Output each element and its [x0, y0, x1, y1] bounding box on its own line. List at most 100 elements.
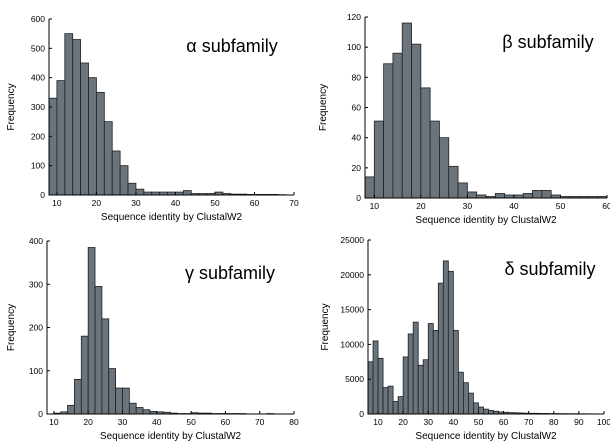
histogram-bar	[429, 120, 440, 199]
histogram-bar	[48, 97, 58, 196]
y-tick-label: 100	[31, 161, 45, 171]
histogram-bar	[80, 335, 89, 415]
x-tick-label: 40	[449, 417, 459, 427]
x-tick-label: 30	[463, 201, 473, 211]
histogram-bar	[392, 52, 403, 199]
x-tick-label: 60	[499, 417, 509, 427]
y-tick-label: 200	[29, 323, 43, 333]
histogram-bar	[439, 137, 450, 199]
histogram-bar	[478, 406, 484, 415]
x-tick-label: 30	[118, 417, 128, 427]
histogram-bar	[457, 182, 468, 199]
x-tick-label: 20	[83, 417, 93, 427]
x-tick-label: 40	[152, 417, 162, 427]
histogram-bar	[364, 176, 375, 199]
histogram-bar	[372, 340, 379, 415]
histogram-bar	[401, 22, 412, 199]
x-tick-label: 90	[574, 417, 584, 427]
y-axis-label: Frequency	[6, 83, 17, 130]
histogram-bar	[80, 62, 89, 196]
x-tick-label: 70	[255, 417, 265, 427]
histogram-bar	[101, 318, 110, 415]
histogram-bar	[128, 402, 137, 415]
histogram-bar	[473, 402, 479, 415]
x-tick-label: 100	[597, 417, 610, 427]
x-axis-label: Sequence identity by ClustalW2	[101, 212, 243, 223]
y-tick-label: 20	[352, 163, 362, 173]
histogram-bar	[87, 247, 96, 415]
histogram-bar	[387, 385, 394, 415]
y-tick-label: 400	[29, 236, 43, 246]
y-tick-label: 600	[31, 14, 45, 24]
histogram-bar	[447, 270, 454, 415]
histogram-bar	[466, 191, 478, 199]
y-tick-label: 0	[356, 193, 361, 203]
y-axis-label: Frequency	[320, 303, 331, 350]
histogram-bar	[407, 333, 414, 415]
x-tick-label: 10	[370, 201, 380, 211]
histogram-panel-1: 10 20 30 40 50 60 70 0 100 200 300 400 500 600 Sequenc…	[6, 14, 299, 223]
histogram-bar	[448, 165, 459, 199]
x-tick-label: 20	[416, 201, 426, 211]
histogram-bar	[532, 190, 543, 199]
y-tick-label: 120	[347, 12, 361, 22]
y-tick-label: 300	[31, 102, 45, 112]
histogram-bar	[417, 364, 424, 415]
x-axis-label: Sequence identity by ClustalW2	[100, 431, 242, 441]
histogram-bar	[422, 359, 429, 415]
histogram-bar	[74, 378, 82, 415]
histogram-bar	[402, 356, 409, 415]
histogram-bar	[442, 260, 449, 415]
histogram-bar	[411, 43, 422, 199]
histogram-bar	[522, 193, 533, 199]
histogram-bar	[135, 188, 145, 196]
histogram-bar	[108, 368, 117, 415]
x-tick-label: 30	[131, 198, 141, 208]
histogram-bar	[468, 392, 474, 415]
histogram-bar	[494, 193, 506, 199]
panel-title: β subfamily	[502, 32, 593, 52]
histogram-bar	[373, 120, 385, 199]
y-axis-label: Frequency	[6, 304, 17, 351]
histogram-bar	[452, 330, 459, 415]
y-tick-label: 60	[352, 103, 362, 113]
histogram-bar	[427, 323, 434, 415]
y-tick-label: 10000	[340, 339, 364, 349]
x-axis-label: Sequence identity by ClustalW2	[415, 431, 557, 441]
x-tick-label: 80	[289, 417, 299, 427]
histogram-bar	[72, 39, 82, 196]
histogram-bar	[383, 63, 394, 199]
histogram-bar	[88, 77, 97, 196]
histogram-bar	[397, 396, 404, 415]
histogram-bar	[420, 87, 431, 199]
histogram-bar	[64, 33, 74, 196]
histogram-bar	[142, 409, 151, 415]
y-tick-label: 80	[352, 72, 362, 82]
y-tick-label: 40	[352, 133, 362, 143]
x-tick-label: 80	[549, 417, 559, 427]
y-tick-label: 15000	[340, 305, 364, 315]
y-tick-label: 0	[38, 409, 43, 419]
histogram-bar	[127, 182, 137, 196]
y-tick-label: 500	[31, 43, 45, 53]
x-tick-label: 40	[509, 201, 519, 211]
y-tick-label: 20000	[340, 270, 364, 280]
panel-title: α subfamily	[186, 36, 277, 56]
x-tick-label: 60	[250, 198, 260, 208]
x-tick-label: 50	[210, 198, 220, 208]
x-tick-label: 60	[221, 417, 231, 427]
x-tick-label: 60	[602, 201, 610, 211]
histogram-bar	[488, 410, 494, 415]
histogram-bar	[457, 371, 464, 415]
histogram-bar	[392, 401, 399, 415]
x-tick-label: 10	[52, 198, 62, 208]
histogram-panel-3: 10 20 30 40 50 60 70 80 0 100 200 300 400 Sequence id…	[6, 236, 299, 441]
histogram-bar	[122, 387, 130, 415]
histogram-bar	[111, 150, 121, 196]
histogram-bar	[377, 357, 384, 415]
x-tick-label: 50	[556, 201, 566, 211]
histogram-bar	[115, 387, 123, 415]
histogram-bar	[367, 361, 374, 415]
x-tick-label: 40	[171, 198, 181, 208]
